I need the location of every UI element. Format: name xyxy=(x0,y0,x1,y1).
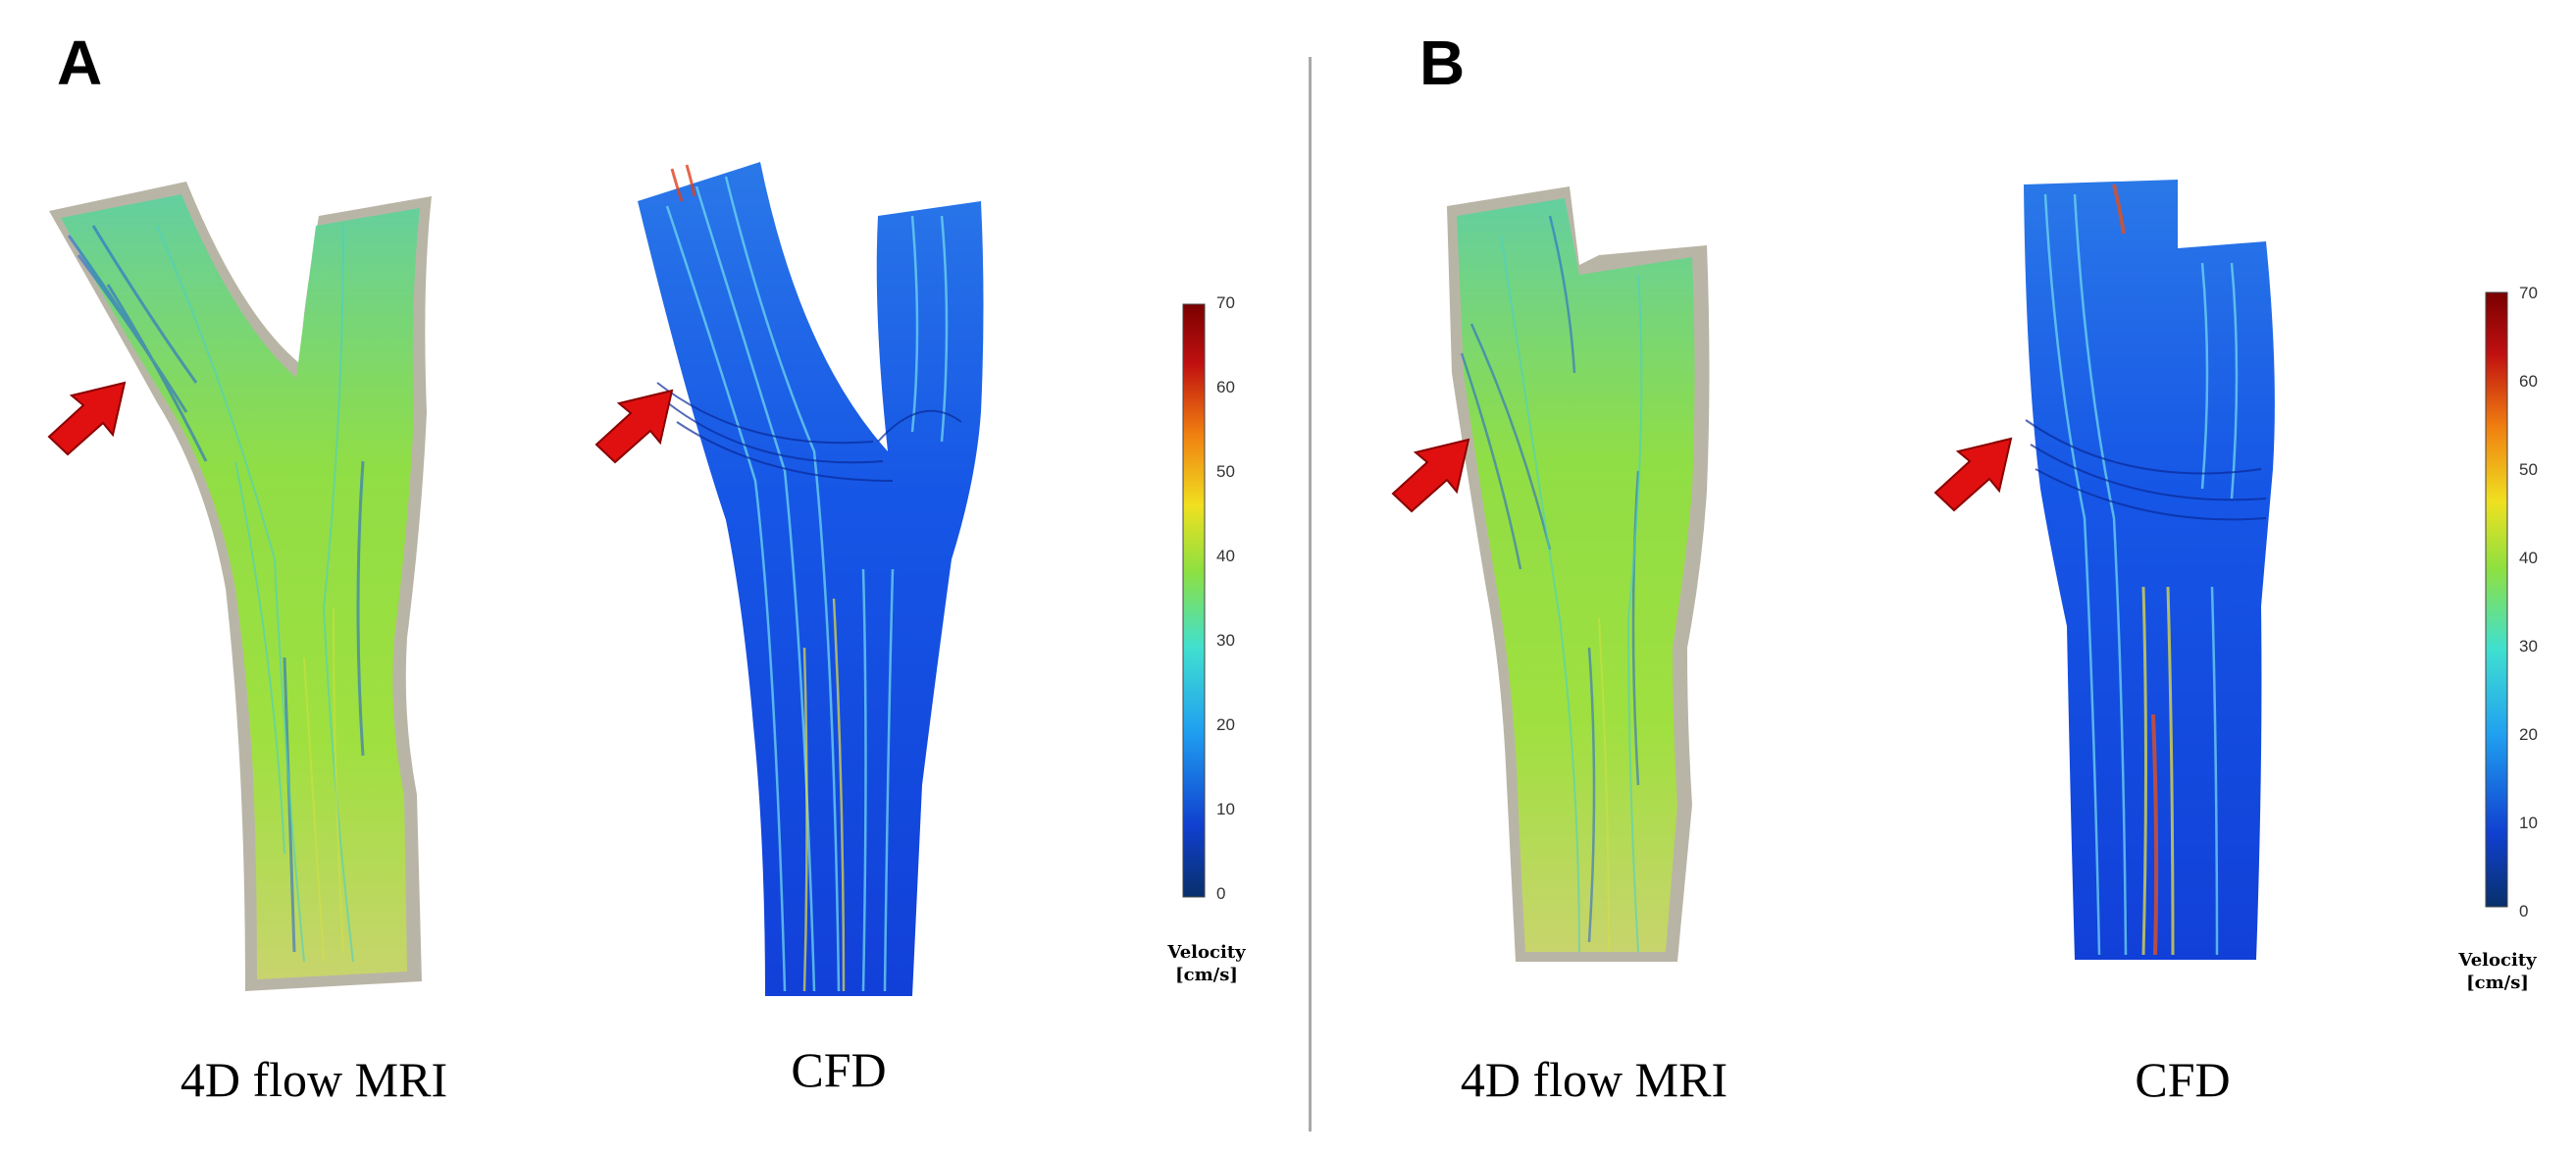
panel-a-cfd-caption: CFD xyxy=(791,1042,887,1097)
panel-a-colorbar-tick: 40 xyxy=(1216,547,1235,565)
panel-b-label: B xyxy=(1419,27,1466,98)
panel-b-colorbar-tick: 40 xyxy=(2519,549,2538,567)
panel-a-label: A xyxy=(57,27,103,98)
panel-a-colorbar-tick: 20 xyxy=(1216,715,1235,734)
panel-divider xyxy=(1309,57,1312,1131)
panel-b-colorbar-tick: 0 xyxy=(2519,902,2529,920)
panel-b-colorbar xyxy=(2485,291,2508,908)
panel-a-colorbar xyxy=(1182,303,1206,898)
panel-a-colorbar-tick: 0 xyxy=(1216,884,1226,903)
panel-a-cfd-vessel xyxy=(638,162,984,996)
panel-b-mri-vessel xyxy=(1447,186,1710,962)
panel-a-mri-vessel xyxy=(49,182,432,991)
panel-b-colorbar-title-line1: Velocity xyxy=(2458,950,2537,971)
panel-a-cfd-arrow-icon xyxy=(594,389,674,464)
panel-b-colorbar-title: Velocity [cm/s] xyxy=(2439,950,2556,994)
panel-a-mri-arrow-icon xyxy=(47,381,127,456)
panel-a-colorbar-title: Velocity [cm/s] xyxy=(1148,942,1265,986)
panel-b-cfd-vessel xyxy=(2024,180,2275,960)
panel-b-mri-caption: 4D flow MRI xyxy=(1460,1052,1728,1107)
panel-a-colorbar-tick: 10 xyxy=(1216,800,1235,818)
panel-b-cfd-caption: CFD xyxy=(2135,1052,2231,1107)
panel-b-colorbar-tick: 50 xyxy=(2519,460,2538,479)
panel-a-colorbar-tick: 50 xyxy=(1216,462,1235,481)
panel-b-cfd-arrow-icon xyxy=(1933,437,2013,512)
panel-b-colorbar-tick: 30 xyxy=(2519,637,2538,656)
panel-a-colorbar-tick: 60 xyxy=(1216,378,1235,396)
panel-b-mri-arrow-icon xyxy=(1391,438,1470,513)
panel-a-mri-caption: 4D flow MRI xyxy=(180,1052,448,1107)
panel-a-colorbar-tick: 30 xyxy=(1216,631,1235,650)
panel-b-colorbar-tick: 20 xyxy=(2519,725,2538,744)
panel-a-colorbar-title-line1: Velocity xyxy=(1167,942,1246,963)
panel-b-colorbar-tick: 70 xyxy=(2519,284,2538,302)
panel-b-colorbar-tick: 10 xyxy=(2519,814,2538,832)
panel-a-colorbar-tick: 70 xyxy=(1216,293,1235,312)
panel-b-colorbar-title-line2: [cm/s] xyxy=(2466,972,2529,993)
panel-a-colorbar-title-line2: [cm/s] xyxy=(1175,964,1238,985)
panel-b-colorbar-tick: 60 xyxy=(2519,372,2538,391)
